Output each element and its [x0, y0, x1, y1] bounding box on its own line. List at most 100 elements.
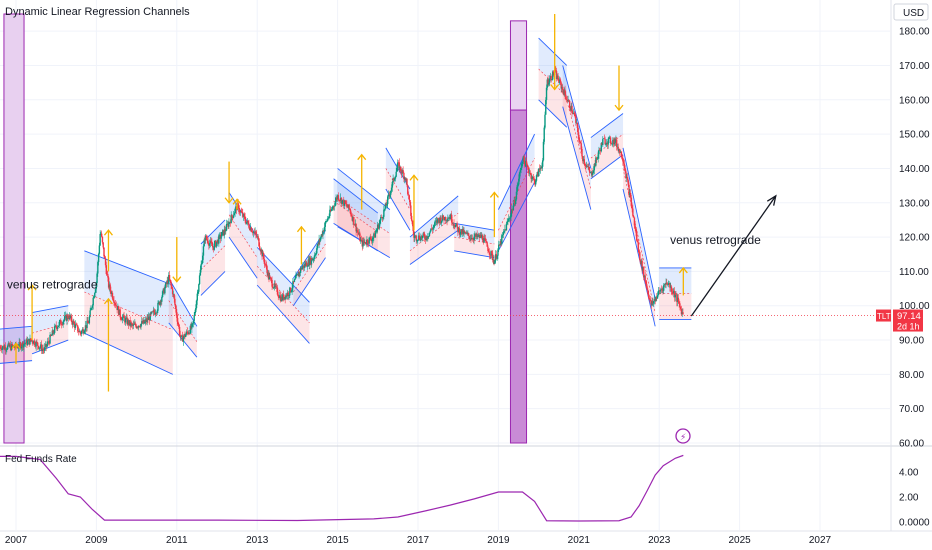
up-arrow-head	[409, 174, 419, 181]
candle-body	[353, 217, 355, 225]
channel-upper-fill	[623, 147, 656, 313]
candle-body	[77, 325, 79, 332]
annotation-label: venus retrograde	[670, 233, 761, 247]
candle-body	[478, 234, 481, 238]
candle-body	[330, 209, 333, 212]
projection-arrow	[690, 195, 777, 317]
candle-body	[350, 210, 352, 215]
candle-body	[139, 326, 141, 328]
candle-body	[377, 224, 380, 229]
candle-body	[20, 343, 22, 349]
channel-lower-line	[84, 332, 173, 375]
candle-body	[235, 206, 237, 209]
candle-body	[535, 175, 538, 181]
candle-body	[573, 112, 575, 115]
candle-body	[225, 223, 228, 231]
candle-body	[471, 237, 473, 240]
candle-body	[531, 176, 534, 179]
candle-body	[14, 343, 17, 348]
candle-body	[506, 221, 508, 224]
candle-body	[422, 233, 424, 236]
candle-body	[316, 243, 319, 249]
candle-body	[179, 334, 182, 338]
candle-body	[648, 295, 650, 300]
candle-body	[19, 342, 21, 344]
candle-body	[526, 164, 528, 166]
candle-body	[317, 243, 320, 245]
candle-body	[443, 218, 445, 221]
candle-body	[373, 233, 375, 238]
candle-body	[378, 223, 380, 229]
currency-button[interactable]	[893, 3, 929, 21]
candle-body	[126, 317, 128, 325]
candle-body	[632, 215, 635, 218]
channel-upper-line	[337, 168, 391, 210]
candle-body	[408, 195, 410, 201]
highlight-band	[3, 13, 25, 444]
candle-body	[8, 343, 10, 347]
candle-body	[525, 161, 527, 167]
candle-body	[101, 236, 104, 243]
candle-body	[40, 344, 43, 351]
channel-lower-line	[409, 229, 459, 265]
candle-body	[299, 272, 301, 273]
candle-body	[578, 140, 581, 142]
candle-body	[175, 308, 178, 316]
candle-body	[331, 208, 333, 210]
candle-body	[439, 217, 441, 223]
channel-lower-fill	[84, 291, 173, 375]
candle-body	[536, 172, 538, 176]
candle-body	[503, 231, 505, 233]
candle-body	[681, 312, 683, 315]
candle-body	[640, 260, 643, 264]
candle-body	[289, 287, 291, 296]
candle-body	[362, 240, 364, 247]
candle-body	[454, 224, 457, 228]
candle-body	[493, 259, 495, 265]
candle-body	[343, 199, 345, 206]
candle-body	[327, 217, 330, 219]
candle-body	[203, 239, 205, 247]
candle-body	[455, 223, 458, 225]
candle-body	[84, 325, 87, 331]
candle-body	[338, 199, 340, 201]
candle-body	[80, 333, 82, 334]
candle-body	[315, 253, 317, 255]
candle-body	[453, 223, 455, 226]
candle-body	[134, 323, 137, 326]
candle-body	[552, 71, 555, 76]
candle-body	[202, 246, 205, 256]
candle-body	[528, 169, 530, 174]
candle-body	[645, 281, 647, 285]
candle-body	[303, 263, 306, 268]
candle-body	[606, 142, 609, 145]
price-tag-value: 97.14	[897, 311, 921, 322]
candle-body	[597, 154, 599, 159]
candle-body	[416, 240, 418, 242]
y-tick-label: 110.00	[899, 267, 929, 278]
candle-body	[104, 258, 107, 266]
channel-upper-line	[562, 65, 592, 169]
candle-body	[286, 294, 288, 297]
events-icon[interactable]	[675, 428, 691, 444]
candle-body	[213, 243, 215, 250]
candle-body	[70, 316, 73, 323]
fed-funds-pane: 4.00 2.00 0.0000	[0, 454, 930, 529]
ticker-label: TLT	[877, 312, 891, 321]
candle-body	[146, 318, 148, 322]
candle-body	[411, 220, 414, 225]
candle-body	[269, 277, 272, 279]
candle-body	[434, 222, 436, 226]
candle-body	[185, 334, 187, 337]
candle-body	[417, 239, 419, 241]
candle-body	[63, 319, 65, 322]
candle-body	[375, 231, 377, 233]
candle-body	[270, 278, 272, 280]
candle-body	[452, 223, 454, 225]
candle-body	[57, 325, 60, 327]
candle-body	[47, 341, 50, 343]
candle-body	[33, 340, 35, 344]
candle-body	[444, 217, 447, 221]
candle-body	[12, 345, 14, 347]
candle-body	[61, 324, 64, 326]
